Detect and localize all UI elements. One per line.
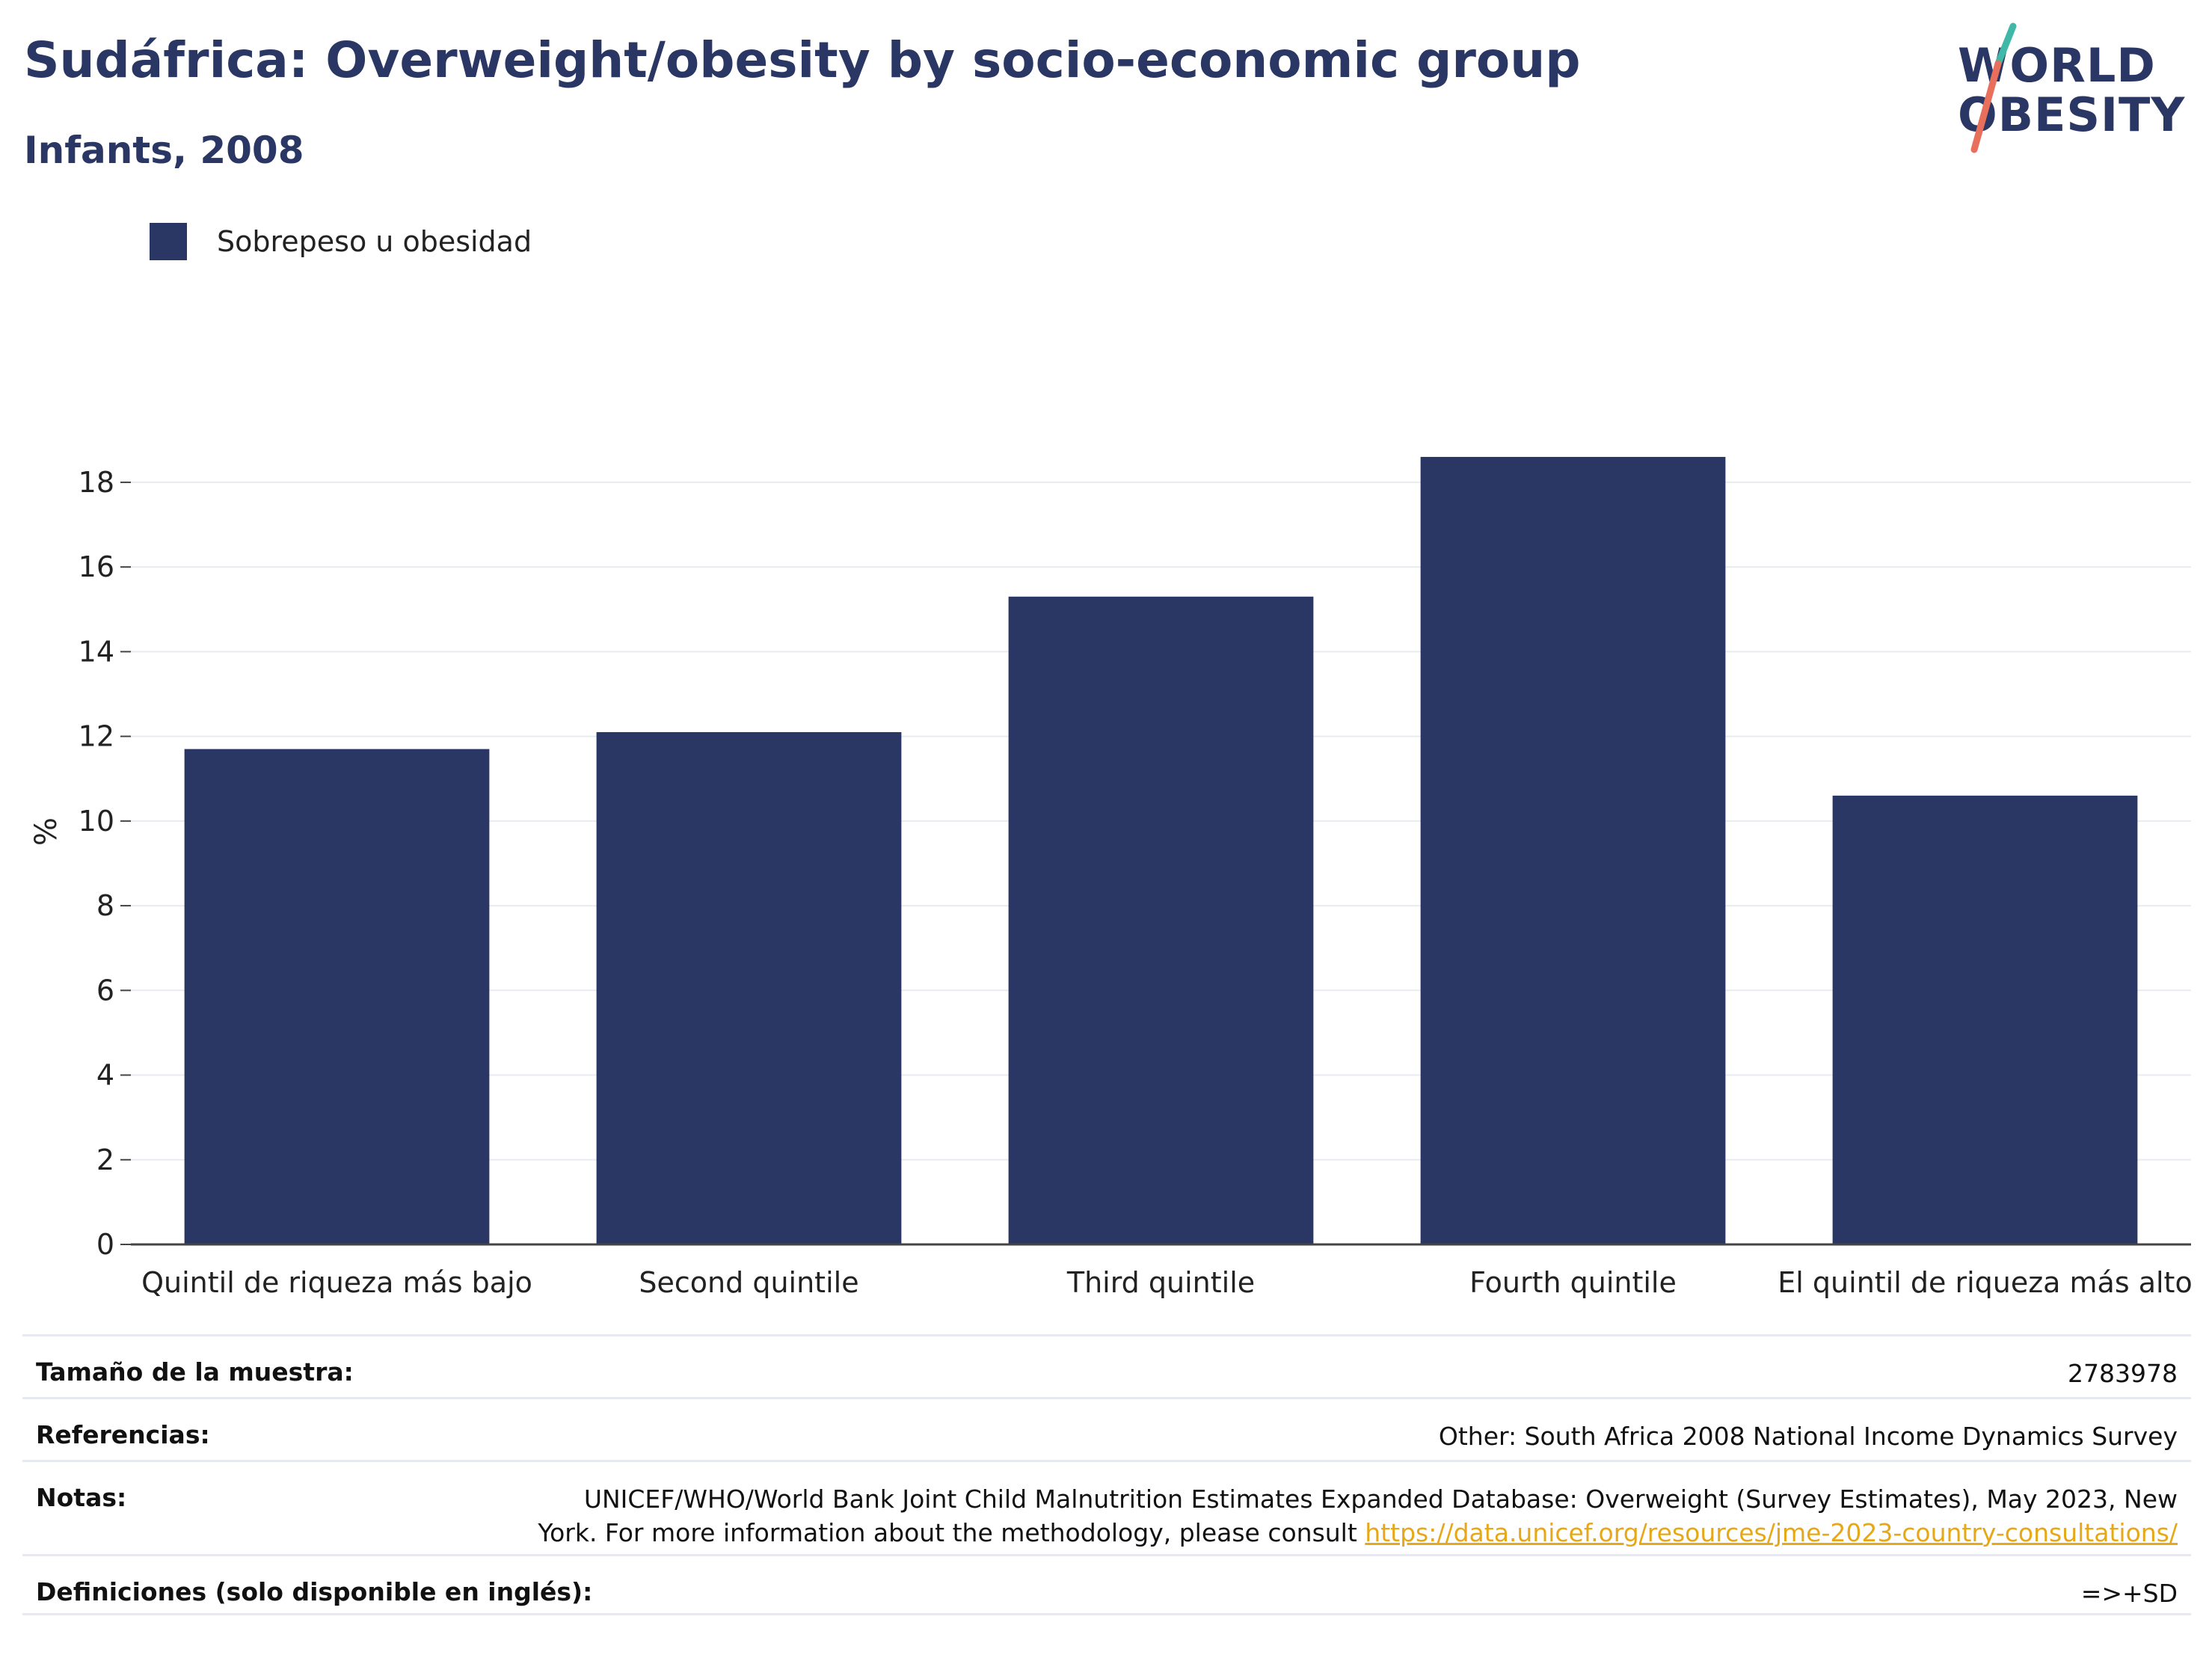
x-tick-label: El quintil de riqueza más alto bbox=[1778, 1266, 2192, 1299]
chart-subtitle: Infants, 2008 bbox=[24, 129, 304, 172]
notes-line-1: UNICEF/WHO/World Bank Joint Child Malnut… bbox=[583, 1484, 2178, 1514]
legend-label: Sobrepeso u obesidad bbox=[217, 225, 532, 258]
bar bbox=[596, 731, 902, 1244]
y-tick-label: 2 bbox=[96, 1143, 114, 1176]
definitions-value: =>+SD bbox=[2080, 1579, 2178, 1608]
bar bbox=[184, 749, 490, 1244]
footer-row-references: Referencias: Other: South Africa 2008 Na… bbox=[22, 1397, 2191, 1460]
y-tick-label: 0 bbox=[96, 1228, 114, 1261]
bar-chart: 0 2 4 6 8 10 12 14 16 18 Quintil de riqueza más ba… bbox=[29, 456, 2193, 1299]
y-tick-label: 18 bbox=[79, 466, 114, 499]
x-tick-label: Fourth quintile bbox=[1469, 1266, 1677, 1299]
y-tick-label: 6 bbox=[96, 974, 114, 1007]
bar bbox=[1008, 596, 1314, 1244]
references-label: Referencias: bbox=[36, 1420, 210, 1449]
y-tick-label: 8 bbox=[96, 889, 114, 922]
chart-title: Sudáfrica: Overweight/obesity by socio-e… bbox=[24, 31, 1581, 89]
notes-value: UNICEF/WHO/World Bank Joint Child Malnut… bbox=[538, 1483, 2178, 1550]
world-obesity-logo: WORLD OBESITY bbox=[1944, 19, 2199, 161]
chart-legend: Sobrepeso u obesidad bbox=[150, 223, 532, 260]
footer-row-definitions: Definiciones (solo disponible en inglés)… bbox=[22, 1554, 2191, 1615]
y-axis-label: % bbox=[29, 817, 64, 846]
logo-slash-icon bbox=[1970, 22, 2017, 153]
notes-link[interactable]: https://data.unicef.org/resources/jme-20… bbox=[1365, 1517, 2178, 1547]
references-value: Other: South Africa 2008 National Income… bbox=[1438, 1422, 2178, 1451]
footer-table: Tamaño de la muestra: 2783978 Referencia… bbox=[22, 1334, 2191, 1615]
notes-label: Notas: bbox=[36, 1483, 127, 1512]
sample-label: Tamaño de la muestra: bbox=[36, 1357, 354, 1387]
sample-value: 2783978 bbox=[2068, 1359, 2178, 1388]
footer-row-sample: Tamaño de la muestra: 2783978 bbox=[22, 1334, 2191, 1397]
y-tick-label: 16 bbox=[79, 550, 114, 583]
footer-row-notes: Notas: UNICEF/WHO/World Bank Joint Child… bbox=[22, 1460, 2191, 1554]
x-tick-label: Third quintile bbox=[1066, 1266, 1255, 1299]
bar bbox=[1420, 456, 1726, 1244]
bar bbox=[1832, 795, 2138, 1244]
y-tick-label: 14 bbox=[79, 635, 114, 668]
legend-swatch bbox=[150, 223, 187, 260]
y-tick-label: 10 bbox=[79, 805, 114, 838]
x-tick-label: Quintil de riqueza más bajo bbox=[141, 1266, 532, 1299]
definitions-label: Definiciones (solo disponible en inglés)… bbox=[36, 1577, 593, 1606]
x-tick-label: Second quintile bbox=[639, 1266, 858, 1299]
y-tick-label: 12 bbox=[79, 720, 114, 753]
y-tick-label: 4 bbox=[96, 1059, 114, 1092]
logo-line-obesity: OBESITY bbox=[1958, 87, 2186, 142]
notes-line-2: York. For more information about the met… bbox=[538, 1517, 1357, 1547]
